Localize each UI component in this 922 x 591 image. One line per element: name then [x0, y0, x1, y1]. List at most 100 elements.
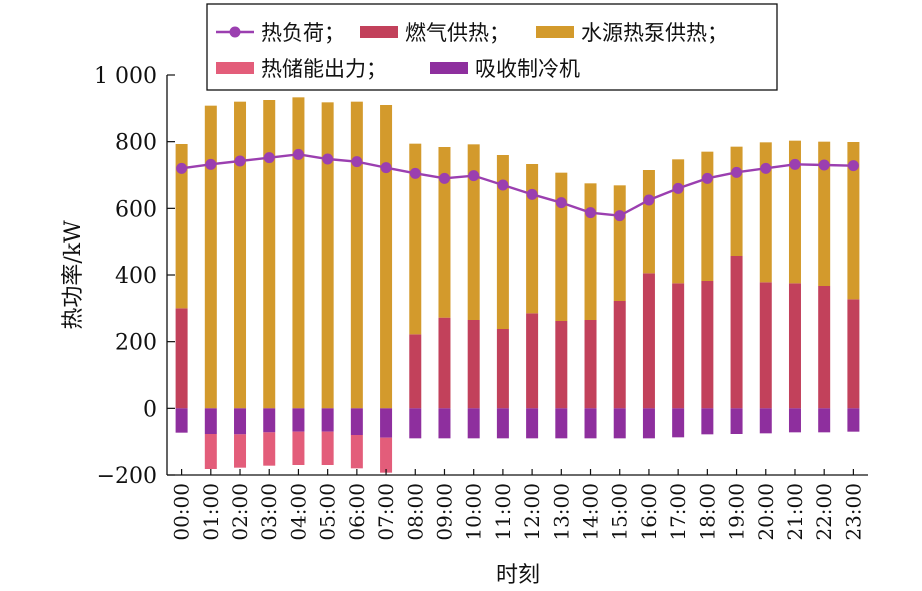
bars-layer: [175, 97, 860, 473]
bar-series-1-17:00: [672, 283, 685, 409]
bar-series-4-13:00: [555, 408, 568, 439]
heat-load-point-23:00: [847, 160, 859, 172]
x-tick-label: 01:00: [199, 483, 223, 541]
bar-series-1-21:00: [788, 283, 801, 409]
bar-series-2-09:00: [438, 147, 451, 318]
heat-load-point-00:00: [176, 162, 188, 174]
legend-box: [206, 3, 778, 91]
legend-label-0: 热负荷；: [261, 21, 345, 45]
x-tick-label: 04:00: [286, 483, 310, 541]
x-tick-label: 03:00: [257, 483, 281, 541]
x-tick-label: 16:00: [637, 483, 661, 541]
bar-series-4-17:00: [672, 408, 685, 438]
bar-series-3-02:00: [234, 434, 247, 468]
bar-series-1-08:00: [409, 334, 422, 409]
bar-series-3-06:00: [350, 435, 363, 469]
bar-series-2-06:00: [350, 101, 363, 409]
bar-series-4-23:00: [847, 408, 860, 432]
bar-series-2-03:00: [263, 100, 276, 409]
bar-series-2-16:00: [642, 170, 655, 274]
legend-swatch-3: [216, 62, 254, 74]
y-tick-label: 600: [115, 197, 157, 222]
y-axis-title: 热功率/kW: [61, 220, 86, 330]
heat-load-point-19:00: [731, 166, 743, 178]
bar-series-4-12:00: [526, 408, 539, 439]
bar-series-2-18:00: [701, 151, 714, 281]
bar-series-2-14:00: [584, 183, 597, 320]
x-tick-label: 21:00: [783, 483, 807, 541]
x-tick-label: 17:00: [666, 483, 690, 541]
legend: 热负荷； 燃气供热； 水源热泵供热； 热储能出力； 吸收制冷机: [206, 3, 778, 91]
bar-series-2-07:00: [380, 105, 393, 409]
legend-label-2: 水源热泵供热；: [581, 21, 728, 45]
x-tick-label: 06:00: [345, 483, 369, 541]
ticks-layer: −200 0 200 400 600 800 1 000 00:00 01:00 02:00 03:…: [94, 64, 865, 541]
bar-series-2-08:00: [409, 143, 422, 335]
x-tick-label: 13:00: [549, 483, 573, 541]
bar-series-4-10:00: [467, 408, 480, 439]
bar-series-2-13:00: [555, 172, 568, 321]
bar-series-2-10:00: [467, 144, 480, 320]
legend-swatch-marker: [229, 26, 241, 38]
bar-series-2-04:00: [292, 97, 305, 409]
x-tick-label: 18:00: [695, 483, 719, 541]
bar-series-1-09:00: [438, 317, 451, 409]
bar-series-2-19:00: [730, 146, 743, 256]
heat-load-point-07:00: [380, 162, 392, 174]
bar-series-1-13:00: [555, 321, 568, 409]
x-tick-label: 07:00: [374, 483, 398, 541]
bar-series-4-06:00: [350, 408, 363, 435]
bar-series-4-18:00: [701, 408, 714, 435]
bar-series-1-15:00: [613, 301, 626, 409]
bar-series-4-16:00: [642, 408, 655, 439]
heat-load-point-06:00: [351, 156, 363, 168]
x-axis-title: 时刻: [496, 563, 540, 588]
y-tick-label: 200: [115, 331, 157, 356]
heat-load-point-04:00: [292, 148, 304, 160]
x-tick-label: 23:00: [841, 483, 865, 541]
y-tick-label: 0: [143, 397, 157, 422]
x-tick-label: 02:00: [228, 483, 252, 541]
heat-load-line-layer: [176, 148, 859, 222]
x-tick-label: 14:00: [579, 483, 603, 541]
bar-series-1-12:00: [526, 313, 539, 409]
heat-load-point-18:00: [701, 172, 713, 184]
bar-series-2-12:00: [526, 164, 539, 314]
bar-series-4-20:00: [759, 408, 772, 434]
legend-label-4: 吸收制冷机: [475, 57, 580, 81]
bar-series-4-04:00: [292, 408, 305, 432]
bar-series-3-05:00: [321, 431, 334, 465]
heat-load-point-14:00: [585, 207, 597, 219]
bar-series-4-14:00: [584, 408, 597, 439]
x-tick-label: 09:00: [432, 483, 456, 541]
x-tick-label: 10:00: [462, 483, 486, 541]
bar-series-1-10:00: [467, 320, 480, 409]
y-tick-label: 1 000: [94, 64, 157, 89]
bar-series-4-15:00: [613, 408, 626, 439]
bar-series-2-23:00: [847, 142, 860, 300]
heat-load-point-17:00: [672, 182, 684, 194]
bar-series-4-07:00: [380, 408, 393, 438]
bar-series-1-14:00: [584, 320, 597, 409]
bar-series-1-19:00: [730, 256, 743, 409]
bar-series-3-03:00: [263, 432, 276, 466]
legend-swatch-2: [536, 26, 574, 38]
bar-series-4-01:00: [204, 408, 217, 434]
x-tick-label: 20:00: [754, 483, 778, 541]
x-tick-label: 12:00: [520, 483, 544, 541]
heat-load-point-02:00: [234, 155, 246, 167]
heat-load-point-03:00: [263, 152, 275, 164]
x-tick-label: 11:00: [491, 483, 515, 541]
x-tick-label: 22:00: [812, 483, 836, 541]
heat-load-point-10:00: [468, 170, 480, 182]
heat-load-point-09:00: [438, 172, 450, 184]
bar-series-4-05:00: [321, 408, 334, 432]
x-tick-label: 19:00: [725, 483, 749, 541]
heat-load-point-12:00: [526, 188, 538, 200]
legend-label-3: 热储能出力；: [261, 57, 387, 81]
heat-load-line: [181, 153, 854, 217]
heat-load-point-15:00: [614, 210, 626, 222]
bar-series-2-00:00: [175, 144, 188, 309]
bar-series-3-04:00: [292, 431, 305, 465]
